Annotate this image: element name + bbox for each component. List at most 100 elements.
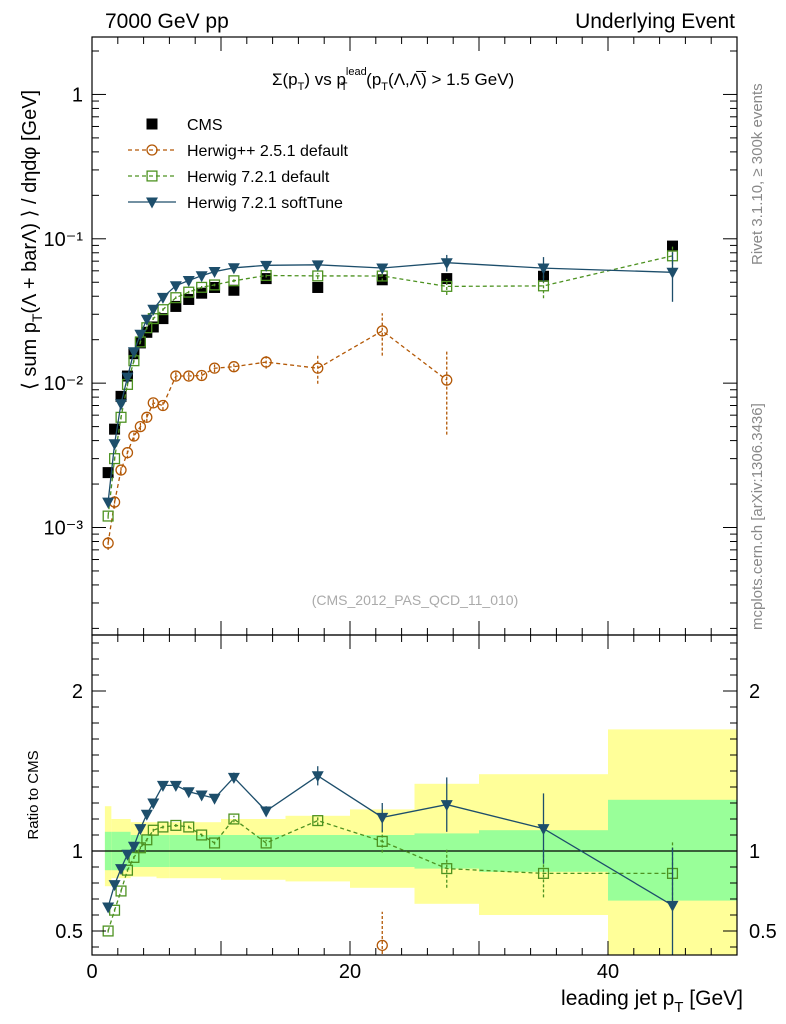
main-data-point <box>157 304 169 316</box>
ratio-data-layer <box>102 766 679 955</box>
x-tick-label: 0 <box>86 961 97 983</box>
main-data-point <box>109 423 121 435</box>
main-data-point <box>228 284 240 296</box>
ratio-axes: 0.5 0.51 12 20 20 40 <box>55 635 777 983</box>
main-data-point <box>376 325 388 337</box>
ratio-data-point <box>537 824 550 836</box>
main-data-point <box>170 292 182 304</box>
main-data-point <box>196 287 208 299</box>
mcplots-label: mcplots.cern.ch [arXiv:1306.3436] <box>749 403 766 630</box>
main-data-point <box>147 304 160 316</box>
ratio-data-point <box>127 841 140 853</box>
main-data-point <box>196 281 208 293</box>
main-data-point <box>141 411 153 423</box>
ratio-data-point <box>182 787 195 799</box>
main-series-3 <box>102 252 679 509</box>
ratio-y-tick-label-left: 1 <box>72 841 83 863</box>
ratio-data-point <box>115 864 128 876</box>
main-data-point <box>170 370 182 382</box>
main-data-point <box>183 370 195 382</box>
main-data-point <box>183 293 195 305</box>
main-data-point <box>441 280 453 292</box>
ratio-y-tick-label-left: 0.5 <box>55 921 83 943</box>
ratio-y-tick-label-right: 2 <box>749 681 760 703</box>
main-data-layer <box>102 240 679 550</box>
main-data-point <box>260 356 272 368</box>
legend-marker <box>146 118 158 130</box>
ratio-data-point <box>134 824 147 836</box>
x-tick-label: 40 <box>597 961 619 983</box>
main-y-axis-label: ⟨ sum pT(Λ + barΛ) ⟩ / dηdφ [GeV] <box>19 90 45 390</box>
ratio-data-point <box>115 885 127 897</box>
ratio-data-point <box>169 780 182 792</box>
main-y-tick-label: 10⁻³ <box>44 517 84 539</box>
ratio-data-point <box>376 812 389 824</box>
ratio-data-point <box>156 780 169 792</box>
main-data-point <box>102 467 114 479</box>
main-data-point <box>227 263 240 275</box>
ratio-data-point <box>102 902 115 914</box>
ratio-data-point <box>195 790 208 802</box>
main-series-line <box>107 330 448 544</box>
legend-marker <box>146 144 158 156</box>
main-plot-panel: 10⁻³ 10⁻² 10⁻¹ 1 Σ(pT) vs plead T (pT(Λ,Λ̅) … <box>19 36 738 636</box>
main-data-point <box>182 276 195 288</box>
ratio-data-point <box>227 772 240 784</box>
main-data-point <box>195 369 208 382</box>
main-data-point <box>376 263 389 275</box>
main-data-point <box>312 281 324 293</box>
legend-marker <box>146 170 158 182</box>
ratio-data-point <box>196 829 208 841</box>
main-data-point <box>441 273 453 285</box>
main-data-point <box>169 281 182 293</box>
main-data-point <box>147 321 159 333</box>
ratio-data-point <box>260 837 272 849</box>
main-data-point <box>228 361 240 373</box>
main-data-point <box>228 275 240 287</box>
main-data-point <box>140 314 153 326</box>
main-data-point <box>156 292 169 304</box>
ratio-data-point <box>537 867 550 879</box>
main-data-point <box>102 510 114 522</box>
x-axis-label: leading jet pT [GeV] <box>561 987 743 1016</box>
ratio-data-point <box>228 813 240 825</box>
legend-label: Herwig 7.2.1 softTune <box>187 195 343 212</box>
main-data-point <box>102 497 115 509</box>
legend: CMS Herwig++ 2.5.1 default Herwig 7.2.1 de… <box>128 117 349 212</box>
ratio-series-0 <box>376 911 388 955</box>
ratio-data-point <box>108 880 121 892</box>
main-data-point <box>312 362 324 374</box>
main-data-point <box>127 347 140 359</box>
legend-label: Herwig 7.2.1 default <box>187 169 330 186</box>
main-data-point <box>115 390 127 402</box>
main-y-tick-label: 10⁻¹ <box>44 229 84 251</box>
ratio-data-point <box>440 800 453 812</box>
main-data-point <box>134 329 147 341</box>
main-data-point <box>311 260 324 272</box>
ratio-data-point <box>183 821 195 833</box>
main-data-point <box>260 260 273 272</box>
ratio-y-tick-label-right: 0.5 <box>749 921 777 943</box>
main-data-point <box>121 446 134 459</box>
ratio-uncertainty-bands <box>92 729 737 955</box>
ratio-series-2 <box>102 766 679 955</box>
legend-label: CMS <box>187 117 223 134</box>
ratio-y-tick-label-right: 1 <box>749 841 760 863</box>
main-data-point <box>108 439 121 451</box>
main-data-point <box>209 281 221 293</box>
main-y-tick-label: 1 <box>72 84 83 106</box>
ratio-frame <box>91 634 738 956</box>
main-data-point <box>134 420 147 433</box>
legend-label: Herwig++ 2.5.1 default <box>187 143 349 160</box>
ratio-data-point <box>260 806 273 818</box>
energy-label: 7000 GeV pp <box>105 10 229 33</box>
main-data-point <box>183 286 195 298</box>
legend-marker <box>146 197 158 209</box>
main-data-point <box>208 362 221 374</box>
main-data-point <box>208 279 221 291</box>
ratio-data-point <box>121 849 134 861</box>
ratio-data-point <box>140 809 153 821</box>
main-data-point <box>115 411 127 423</box>
main-series-1 <box>102 313 453 550</box>
